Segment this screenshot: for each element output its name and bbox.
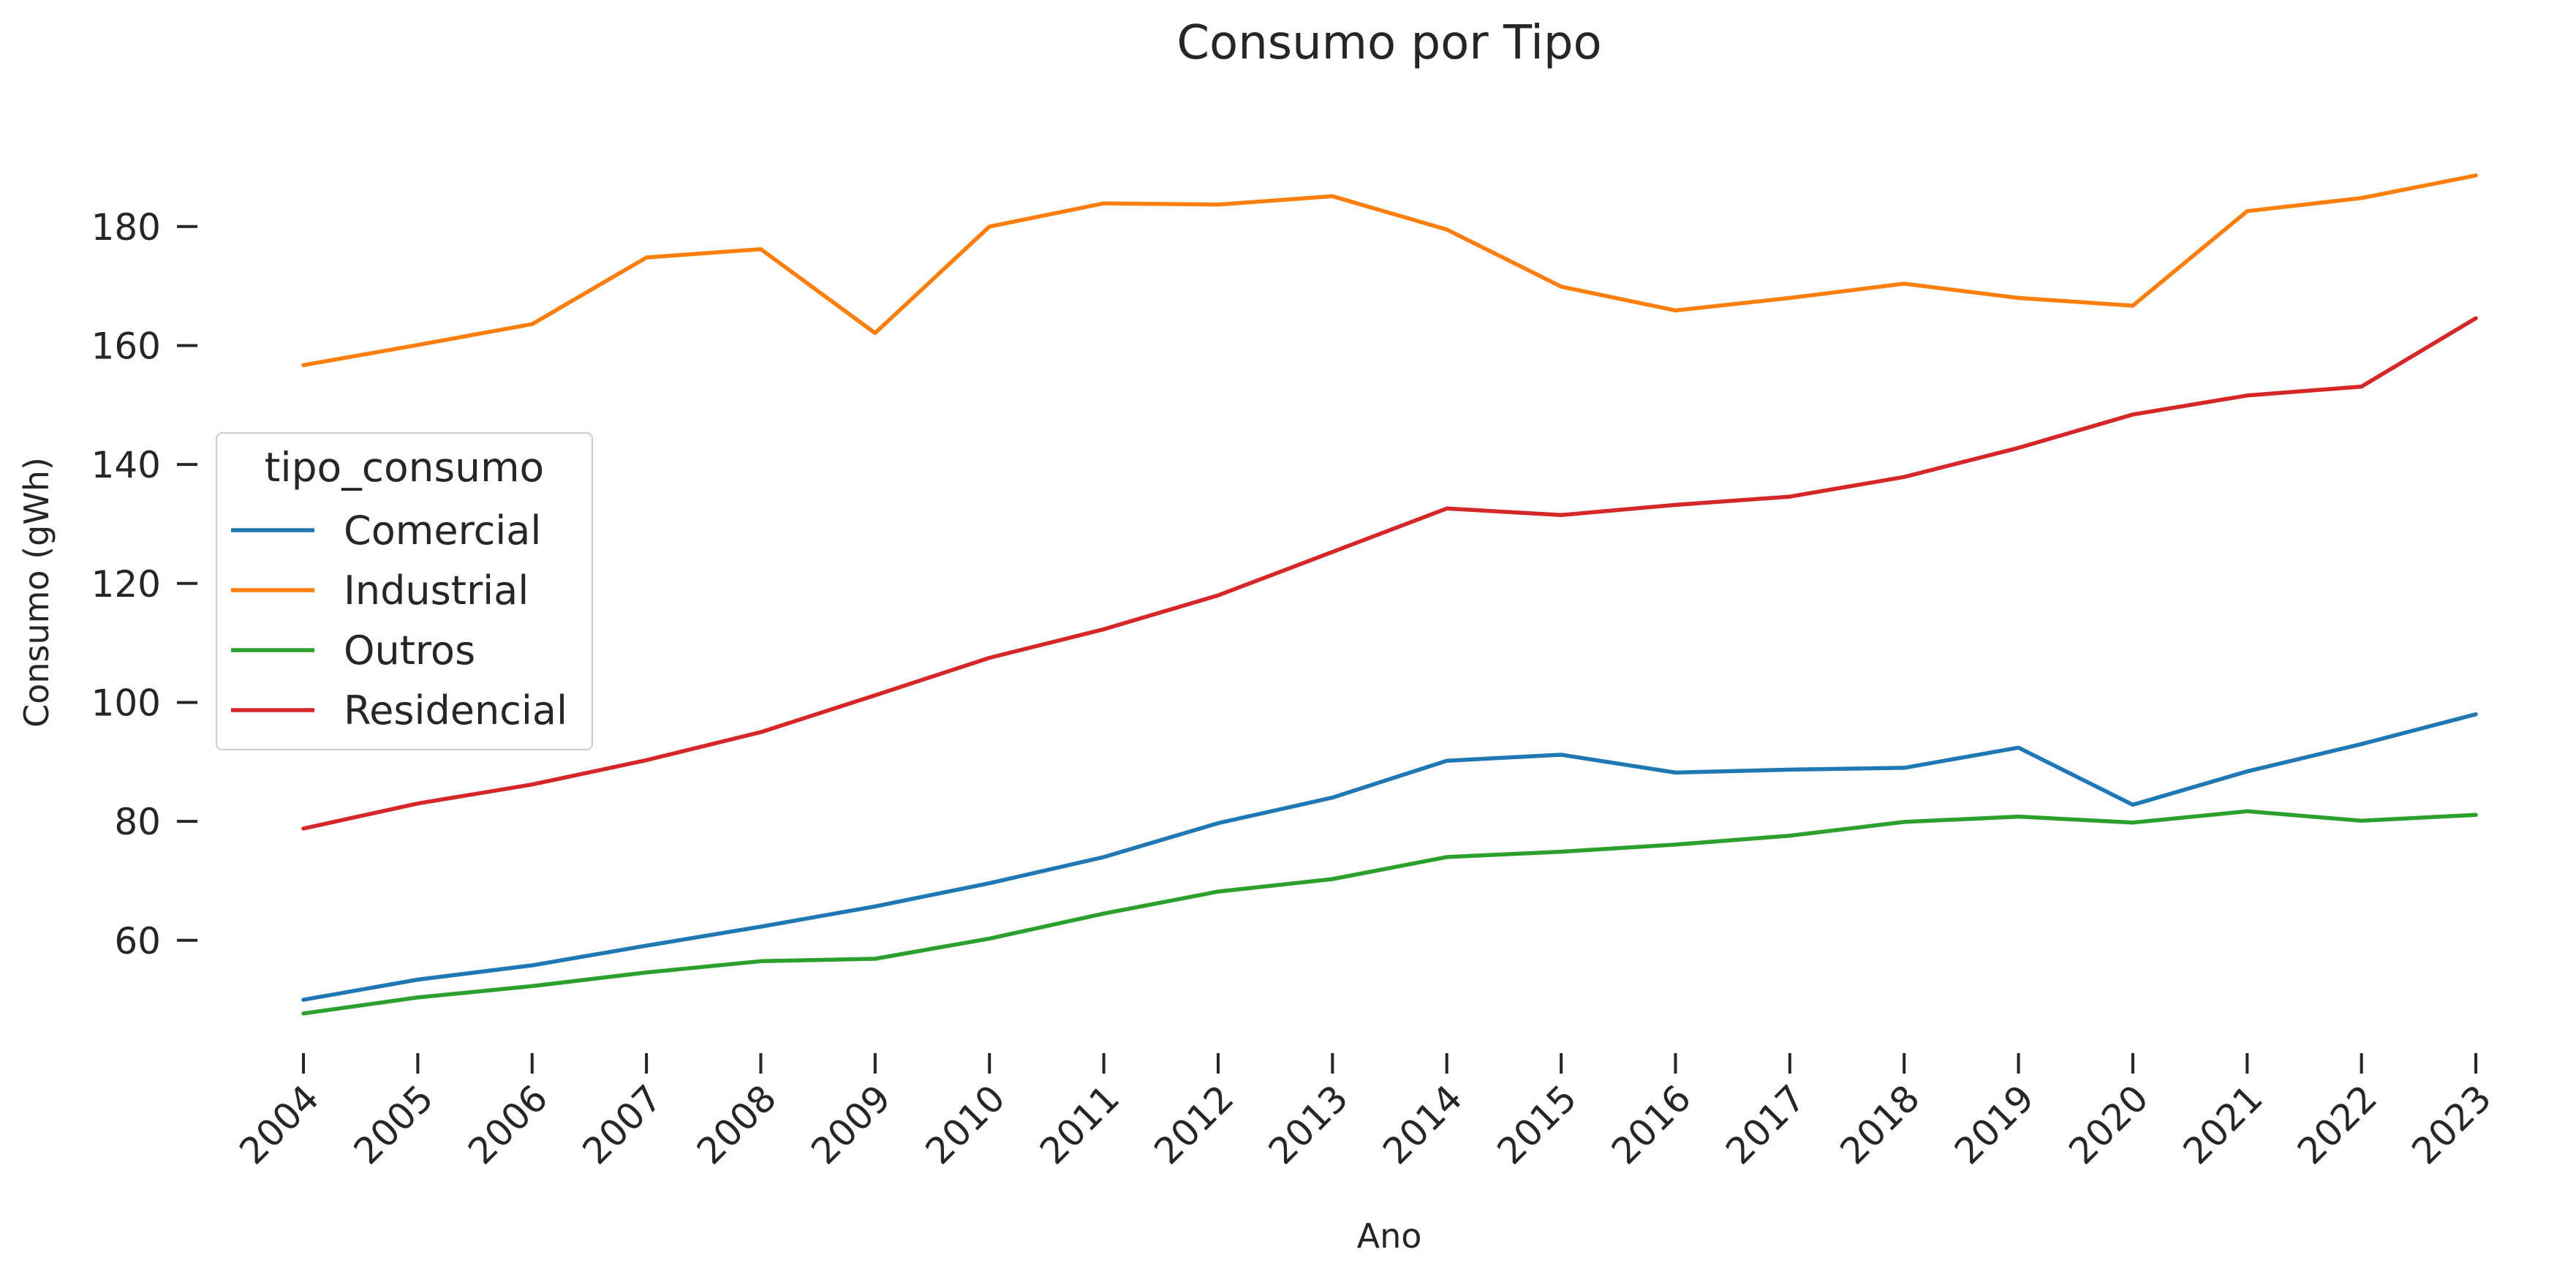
y-axis-label: Consumo (gWh): [17, 457, 56, 728]
y-tick-label: 140: [91, 444, 161, 486]
legend-title: tipo_consumo: [265, 444, 544, 491]
series-line-outros: [301, 809, 2478, 1016]
legend-label-outros: Outros: [344, 627, 475, 674]
legend-frame: [216, 432, 593, 750]
y-tick-label: 100: [91, 682, 161, 724]
series-line-residencial: [301, 316, 2478, 831]
y-tick-label: 180: [91, 206, 161, 249]
legend-entries: Comercial Industrial Outros Residencial: [231, 508, 567, 734]
y-tick-label: 80: [114, 801, 161, 843]
series-line-comercial: [301, 712, 2478, 1002]
legend: tipo_consumo Comercial Industrial Outros Re…: [216, 432, 593, 750]
y-tick-label: 120: [91, 563, 161, 606]
y-tick-label: 60: [114, 920, 161, 962]
chart-title: Consumo por Tipo: [1176, 16, 1601, 70]
y-axis: 60 80 100 120 140 160 180: [91, 206, 197, 962]
series-lines: [301, 173, 2478, 1016]
legend-label-industrial: Industrial: [344, 568, 529, 614]
y-tick-label: 160: [91, 325, 161, 367]
legend-label-comercial: Comercial: [344, 508, 541, 554]
legend-label-residencial: Residencial: [344, 687, 567, 734]
x-axis-label: Ano: [1357, 1216, 1422, 1256]
series-line-industrial: [301, 173, 2478, 368]
